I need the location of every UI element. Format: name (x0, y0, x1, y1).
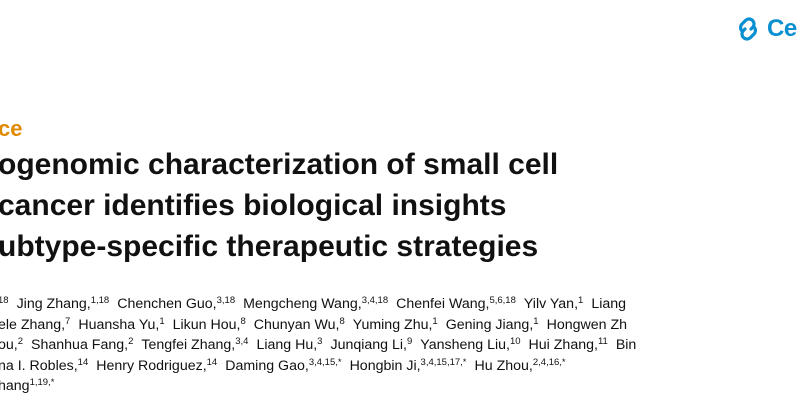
author-line: ele Zhang,7 Huansha Yu,1 Likun Hou,8 Chunya… (0, 315, 800, 336)
author-name[interactable]: Hu Zhou,2,4,16,* (474, 356, 566, 374)
author-name[interactable]: Bin (616, 337, 637, 353)
author-name-text: Hui Zhang, (528, 337, 598, 353)
author-list: 18 Jing Zhang,1,18 Chenchen Guo,3,18 Mengch… (0, 294, 800, 397)
author-name[interactable]: Hongwen Zh (547, 317, 627, 333)
author-name-text: Henry Rodriguez, (96, 357, 207, 374)
affiliation-marker[interactable]: 3,4,15,* (308, 356, 342, 368)
author-name-text: Hongwen Zh (546, 316, 628, 333)
author-line: 18 Jing Zhang,1,18 Chenchen Guo,3,18 Mengch… (0, 294, 800, 315)
author-name[interactable]: Huansha Yu,1 (78, 315, 165, 333)
author-name[interactable]: Hui Zhang,11 (529, 337, 608, 353)
affiliation-marker[interactable]: 1 (432, 315, 438, 327)
cell-press-logo-icon (733, 14, 763, 44)
affiliation-marker[interactable]: 1 (159, 315, 165, 327)
author-name[interactable]: Liang (591, 296, 626, 312)
author-line: ou,2 Shanhua Fang,2 Tengfei Zhang,3,4 Liang… (0, 335, 800, 356)
author-name[interactable]: Tengfei Zhang,3,4 (141, 337, 248, 353)
author-name[interactable]: Chunyan Wu,8 (253, 315, 345, 333)
author-name-text: Yilv Yan, (523, 296, 579, 312)
author-name-text: Jing Zhang, (16, 296, 91, 312)
author-name[interactable]: Chenfei Wang,5,6,18 (396, 296, 516, 312)
affiliation-marker[interactable]: 8 (339, 315, 345, 327)
affiliation-marker[interactable]: 10 (509, 336, 521, 347)
author-name-text: Liang (591, 296, 627, 312)
author-name-text: Gening Jiang, (445, 316, 534, 333)
author-line: hang1,19,* (0, 376, 800, 397)
affiliation-marker[interactable]: 3,4,18 (361, 295, 389, 306)
author-name[interactable]: Hongbin Ji,3,4,15,17,* (349, 356, 467, 374)
author-name[interactable]: Gening Jiang,1 (445, 315, 539, 333)
author-name-text: Liang Hu, (256, 337, 318, 353)
affiliation-marker[interactable]: 3,4,15,17,* (420, 356, 467, 368)
journal-logo-text: Ce (767, 15, 797, 42)
author-name[interactable]: hang1,19,* (0, 378, 54, 394)
affiliation-marker[interactable]: 1,18 (90, 295, 110, 306)
author-name[interactable]: Chenchen Guo,3,18 (117, 296, 235, 312)
author-name-text: Mengcheng Wang, (243, 296, 362, 312)
title-line: ubtype-specific therapeutic strategies (0, 230, 539, 263)
author-name[interactable]: ele Zhang,7 (0, 315, 71, 333)
journal-logo[interactable]: Ce (733, 14, 797, 44)
author-name[interactable]: Likun Hou,8 (172, 315, 246, 333)
title-line: cancer identifies biological insights (0, 189, 507, 222)
affiliation-marker[interactable]: 11 (597, 336, 608, 347)
author-name[interactable]: Liang Hu,3 (256, 337, 322, 353)
author-name-text: Bin (615, 337, 637, 353)
author-name-text: Shanhua Fang, (31, 337, 129, 353)
affiliation-marker[interactable]: 9 (406, 336, 413, 347)
author-line: na I. Robles,14 Henry Rodriguez,14 Daming … (0, 356, 800, 377)
author-name[interactable]: Jing Zhang,1,18 (17, 296, 110, 312)
section-label: ce (0, 116, 23, 141)
author-name-text: Yansheng Liu, (420, 337, 510, 353)
author-name-text: ou, (0, 337, 18, 353)
article-title: ogenomic characterization of small cell … (0, 144, 558, 267)
author-name[interactable]: Mengcheng Wang,3,4,18 (243, 296, 388, 312)
affiliation-marker[interactable]: 18 (0, 295, 9, 306)
affiliation-marker[interactable]: 14 (206, 356, 218, 368)
author-name-text: na I. Robles, (0, 357, 78, 374)
author-name-text: Chunyan Wu, (253, 316, 340, 333)
author-name-text: Daming Gao, (225, 357, 309, 374)
author-name[interactable]: 18 (0, 296, 9, 312)
author-name[interactable]: Junqiang Li,9 (330, 337, 412, 353)
affiliation-marker[interactable]: 14 (77, 356, 89, 368)
affiliation-marker[interactable]: 5,6,18 (489, 295, 516, 306)
author-name[interactable]: na I. Robles,14 (0, 356, 89, 374)
affiliation-marker[interactable]: 2,4,16,* (532, 356, 566, 368)
affiliation-marker[interactable]: 3 (317, 336, 323, 347)
author-name[interactable]: ou,2 (0, 337, 23, 353)
affiliation-marker[interactable]: 7 (65, 315, 71, 327)
author-name[interactable]: Yuming Zhu,1 (352, 315, 438, 333)
affiliation-marker[interactable]: 3,4 (235, 336, 249, 347)
author-name-text: Chenchen Guo, (117, 296, 217, 312)
author-name[interactable]: Shanhua Fang,2 (31, 337, 133, 353)
affiliation-marker[interactable]: 1 (533, 315, 539, 327)
affiliation-marker[interactable]: 3,18 (216, 295, 236, 306)
author-name-text: Tengfei Zhang, (141, 337, 236, 353)
author-name-text: Junqiang Li, (330, 337, 407, 353)
title-line: ogenomic characterization of small cell (0, 148, 559, 181)
affiliation-marker[interactable]: 2 (128, 336, 134, 347)
author-name-text: Hu Zhou, (474, 357, 533, 374)
author-name-text: Likun Hou, (172, 316, 241, 333)
author-name-text: Hongbin Ji, (349, 357, 421, 374)
author-name[interactable]: Daming Gao,3,4,15,* (225, 356, 342, 374)
author-name[interactable]: Henry Rodriguez,14 (96, 356, 218, 374)
affiliation-marker[interactable]: 1 (578, 295, 584, 306)
author-name[interactable]: Yilv Yan,1 (524, 296, 583, 312)
affiliation-marker[interactable]: 8 (240, 315, 246, 327)
author-name-text: hang (0, 378, 30, 394)
author-name-text: Yuming Zhu, (352, 316, 433, 333)
author-name[interactable]: Yansheng Liu,10 (420, 337, 520, 353)
author-name-text: Huansha Yu, (78, 316, 160, 333)
affiliation-marker[interactable]: 2 (17, 336, 24, 347)
author-name-text: Chenfei Wang, (396, 296, 490, 312)
author-name-text: ele Zhang, (0, 316, 66, 333)
affiliation-marker[interactable]: 1,19,* (29, 377, 55, 388)
